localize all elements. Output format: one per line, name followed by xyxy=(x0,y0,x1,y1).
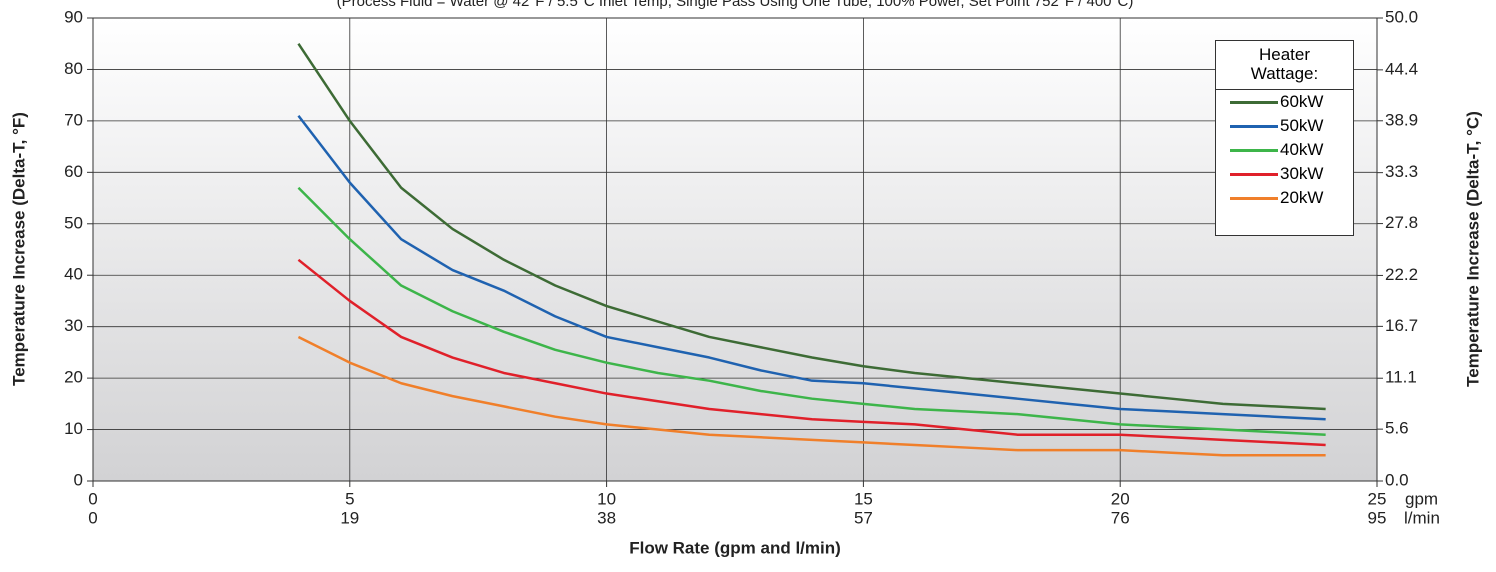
y2-tick-label: 50.0 xyxy=(1385,7,1418,26)
x-tick-label: 5 xyxy=(345,489,354,508)
y2-tick-label: 0.0 xyxy=(1385,470,1409,489)
y2-tick-label: 16.7 xyxy=(1385,316,1418,335)
x2-tick-label: 95 xyxy=(1368,508,1387,527)
legend-label: 60kW xyxy=(1280,92,1324,111)
legend-swatch xyxy=(1230,196,1278,200)
series-line xyxy=(297,186,1326,436)
y-tick-label: 60 xyxy=(64,162,83,181)
y-tick-label: 50 xyxy=(64,213,83,232)
y2-tick-label: 38.9 xyxy=(1385,110,1418,129)
x2-tick-label: 57 xyxy=(854,508,873,527)
chart-title: (Process Fluid = Water @ 42°F / 5.5°C In… xyxy=(337,0,1134,10)
legend-item: 50kW xyxy=(1216,114,1353,138)
x2-tick-label: 0 xyxy=(88,508,97,527)
x2-tick-label: 76 xyxy=(1111,508,1130,527)
x-tick-label: 10 xyxy=(597,489,616,508)
legend-swatch xyxy=(1230,172,1278,176)
y2-tick-label: 33.3 xyxy=(1385,162,1418,181)
series-line xyxy=(297,335,1326,457)
y2-tick-label: 44.4 xyxy=(1385,59,1418,78)
legend-item: 40kW xyxy=(1216,138,1353,162)
x-tick-label: 15 xyxy=(854,489,873,508)
y2-axis-label: Temperature Increase (Delta-T, °C) xyxy=(1463,111,1482,387)
y-tick-label: 40 xyxy=(64,265,83,284)
legend-title: Heater Wattage: xyxy=(1216,41,1353,90)
y-tick-label: 80 xyxy=(64,59,83,78)
x-tick-label: 0 xyxy=(88,489,97,508)
legend-label: 50kW xyxy=(1280,116,1324,135)
y-tick-label: 30 xyxy=(64,316,83,335)
series-line xyxy=(297,258,1326,447)
x2-tick-label: 19 xyxy=(340,508,359,527)
legend-item: 60kW xyxy=(1216,90,1353,114)
y2-tick-label: 22.2 xyxy=(1385,265,1418,284)
y-axis-label: Temperature Increase (Delta-T, °F) xyxy=(9,112,28,386)
legend-item: 30kW xyxy=(1216,162,1353,186)
series-line xyxy=(297,114,1326,421)
x2-unit: l/min xyxy=(1404,508,1440,527)
legend-label: 40kW xyxy=(1280,140,1324,159)
x2-tick-label: 38 xyxy=(597,508,616,527)
plot-area xyxy=(92,17,1378,482)
legend-swatch xyxy=(1230,124,1278,128)
legend-item: 20kW xyxy=(1216,186,1353,210)
legend: Heater Wattage: 60kW 50kW 40kW 30kW 20kW xyxy=(1215,40,1354,236)
y2-tick-label: 27.8 xyxy=(1385,213,1418,232)
y-tick-label: 70 xyxy=(64,110,83,129)
x-axis-label: Flow Rate (gpm and l/min) xyxy=(629,538,841,557)
y2-tick-label: 5.6 xyxy=(1385,419,1409,438)
legend-label: 30kW xyxy=(1280,164,1324,183)
y-tick-label: 90 xyxy=(64,7,83,26)
x-tick-label: 25 xyxy=(1368,489,1387,508)
x-unit: gpm xyxy=(1405,489,1438,508)
y-tick-label: 20 xyxy=(64,368,83,387)
legend-swatch xyxy=(1230,148,1278,152)
legend-swatch xyxy=(1230,100,1278,104)
y-tick-label: 10 xyxy=(64,419,83,438)
y2-tick-label: 11.1 xyxy=(1385,368,1417,387)
legend-label: 20kW xyxy=(1280,188,1324,207)
series-line xyxy=(297,43,1326,411)
x-tick-label: 20 xyxy=(1111,489,1130,508)
y-tick-label: 0 xyxy=(74,470,83,489)
